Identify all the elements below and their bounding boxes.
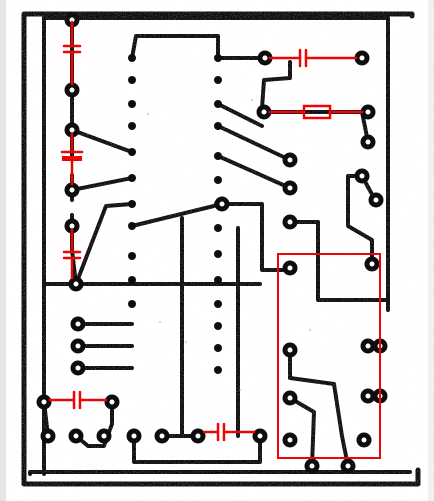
ic-right-3 (216, 154, 292, 190)
cap-mid-left (62, 228, 82, 280)
pad (340, 458, 356, 474)
pad (282, 260, 298, 276)
resistor-right (268, 104, 364, 120)
ic-pad (214, 276, 222, 284)
cap-bottom-left (48, 390, 108, 410)
pad (96, 428, 112, 444)
pad (282, 342, 298, 358)
ic-pad (128, 300, 136, 308)
pad (252, 428, 268, 444)
ic-top-trace (130, 34, 220, 60)
ic-pad (128, 276, 136, 284)
scan-noise (95, 99, 311, 471)
speckle (239, 389, 241, 391)
speckle (309, 329, 311, 331)
ic-right-2 (216, 124, 292, 162)
pad (282, 214, 298, 230)
ic-pad (128, 122, 136, 130)
pad (282, 180, 298, 196)
pad (282, 152, 298, 168)
ic-pad (128, 148, 136, 156)
ic-pad (214, 224, 222, 232)
ic-right-4 (260, 60, 292, 110)
ic-pad (214, 100, 222, 108)
pad (64, 82, 80, 98)
ic-pad (128, 252, 136, 260)
pad (354, 168, 370, 184)
outline-top-inner (42, 16, 390, 302)
pad (68, 276, 84, 292)
speckle (147, 113, 149, 115)
mid-right (288, 220, 320, 264)
pad (70, 316, 86, 332)
speckle (159, 321, 161, 323)
pad (354, 50, 370, 66)
pad (256, 104, 272, 120)
pad (70, 338, 86, 354)
pad (356, 432, 372, 448)
pad (360, 104, 376, 120)
ic-right-1 (216, 102, 264, 128)
cap-top-right (268, 48, 358, 68)
left-diag-2 (70, 176, 134, 192)
ic-pad (128, 174, 136, 182)
bottom-mid-trace (132, 434, 262, 464)
pad (214, 196, 230, 212)
ic-pad (214, 176, 222, 184)
pad (360, 134, 376, 150)
ic-pad (214, 250, 222, 258)
left-diag-3 (74, 202, 134, 286)
cap-top-left (62, 20, 82, 86)
ic-pad (128, 54, 136, 62)
right-top-box (346, 174, 374, 266)
pad (360, 388, 376, 404)
pad (257, 50, 273, 66)
center-cross-trace (130, 202, 292, 272)
pad (360, 338, 376, 354)
pad (304, 458, 320, 474)
pad (64, 182, 80, 198)
region-trace-2 (288, 396, 316, 468)
ic-pad (214, 54, 222, 62)
pad (282, 390, 298, 406)
ic-pad (214, 122, 222, 130)
component-markings (48, 20, 381, 459)
pad (40, 428, 56, 444)
highlight-region (277, 253, 381, 459)
pad (70, 360, 86, 376)
pad (126, 428, 142, 444)
ground-right (316, 258, 390, 312)
ic-pad (214, 76, 222, 84)
ic-pad (214, 152, 222, 160)
ic-pad (214, 344, 222, 352)
pad (68, 428, 84, 444)
outline-trace (21, 11, 421, 487)
pad (190, 428, 206, 444)
ic-pad (128, 100, 136, 108)
component-pads (36, 12, 388, 474)
board-edge-right (428, 0, 434, 501)
speckle (185, 341, 187, 343)
cap-polarized-left (60, 132, 84, 186)
pad (36, 394, 52, 410)
region-trace-1 (288, 348, 350, 468)
speckle (251, 99, 253, 101)
ic-pad (214, 300, 222, 308)
left-diag-1 (70, 128, 134, 154)
speckle (95, 469, 97, 471)
pad (368, 192, 384, 208)
pad (154, 428, 170, 444)
ic-pad (128, 222, 136, 230)
pad (364, 256, 380, 272)
pad (282, 432, 298, 448)
ic-pad (214, 322, 222, 330)
ic-pads (128, 54, 222, 374)
ic-pad (128, 200, 136, 208)
board-edge-left (0, 0, 6, 501)
pad (104, 394, 120, 410)
ic-pad (128, 76, 136, 84)
ic-pad (214, 366, 222, 374)
cap-bottom-mid (202, 422, 256, 442)
